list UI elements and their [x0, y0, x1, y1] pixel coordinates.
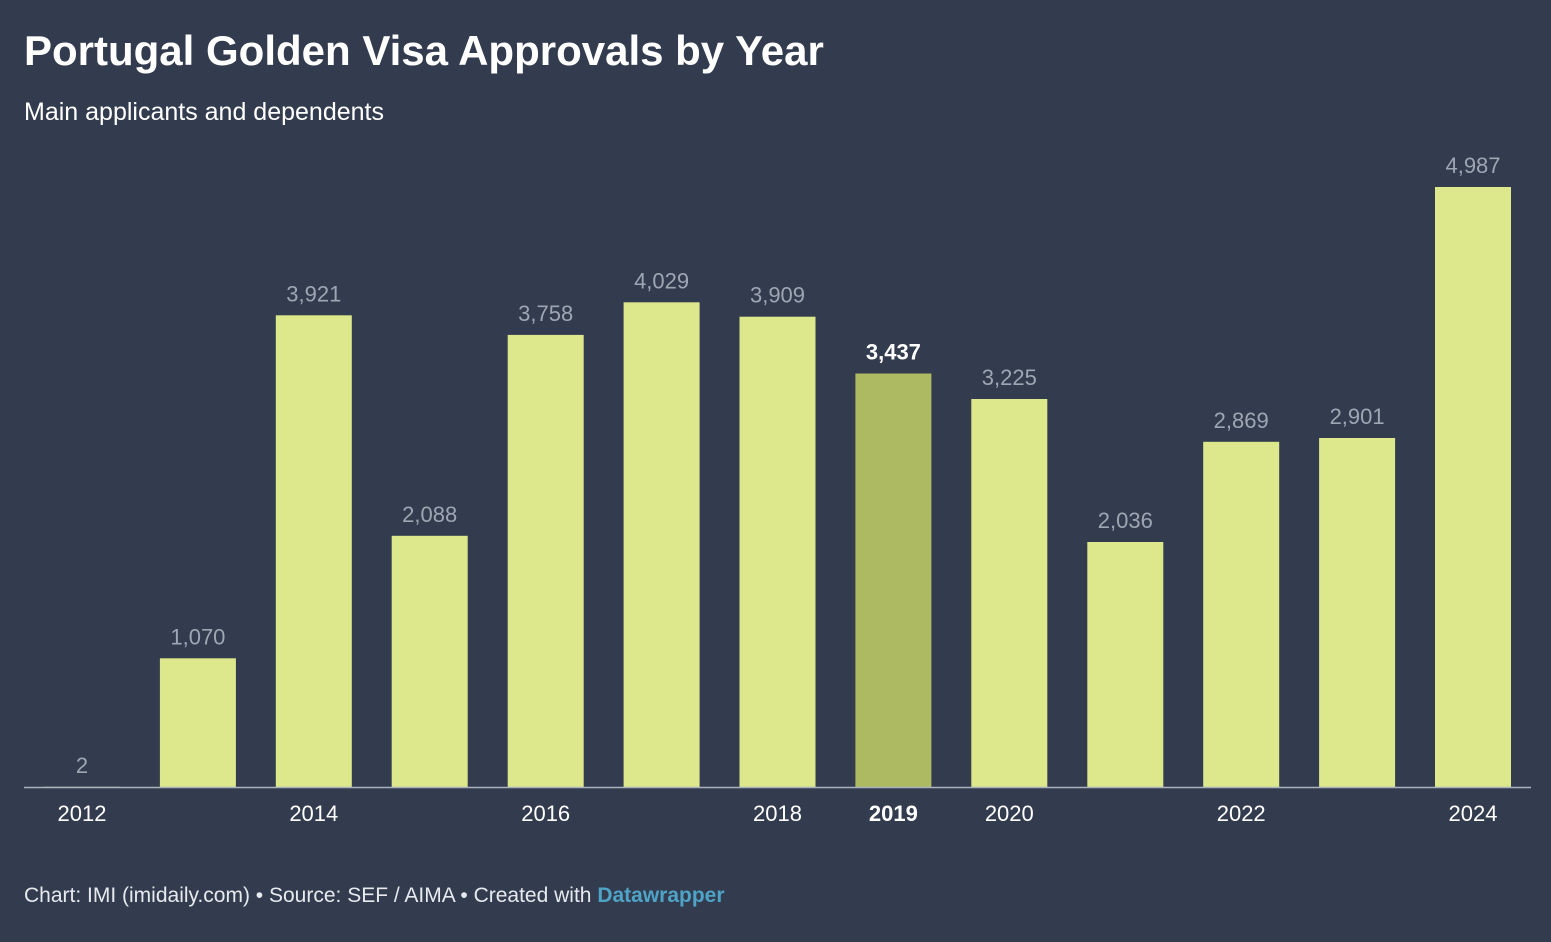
- bar-2017: [623, 302, 700, 787]
- value-label-2018: 3,909: [750, 283, 805, 308]
- bar-2022: [1203, 441, 1280, 787]
- bars-group: [44, 187, 1511, 787]
- x-tick-labels-group: 2012 2014 2016 2018 2019 2020 2022 2024: [58, 801, 1498, 826]
- value-labels-group: 2 1,070 3,921 2,088 3,758 4,029 3,909 3,437 3,22…: [76, 153, 1501, 778]
- bar-2014: [275, 315, 352, 787]
- value-label-2020: 3,225: [982, 365, 1037, 390]
- bar-2020: [971, 399, 1048, 787]
- datawrapper-link[interactable]: Datawrapper: [597, 884, 725, 907]
- x-tick-label-2014: 2014: [289, 801, 338, 826]
- chart-footer: Chart: IMI (imidaily.com) • Source: SEF …: [24, 882, 725, 910]
- value-label-2016: 3,758: [518, 301, 573, 326]
- value-label-2012: 2: [76, 753, 88, 778]
- bar-2021: [1087, 542, 1164, 787]
- value-label-2021: 2,036: [1098, 508, 1153, 533]
- bar-2013: [159, 658, 236, 787]
- value-label-2019: 3,437: [866, 340, 921, 365]
- chart-title: Portugal Golden Visa Approvals by Year: [24, 27, 824, 74]
- value-label-2024: 4,987: [1445, 153, 1500, 178]
- bar-2015: [391, 535, 468, 787]
- footer-credit: Chart: IMI (imidaily.com) • Source: SEF …: [24, 884, 598, 907]
- bar-2019: [855, 373, 932, 787]
- bar-2023: [1319, 438, 1396, 787]
- value-label-2023: 2,901: [1330, 404, 1385, 429]
- bar-2016: [507, 334, 584, 787]
- x-tick-label-2016: 2016: [521, 801, 570, 826]
- bar-2018: [739, 316, 816, 787]
- x-tick-label-2020: 2020: [985, 801, 1034, 826]
- x-tick-label-2018: 2018: [753, 801, 802, 826]
- bar-2024: [1435, 187, 1511, 787]
- value-label-2013: 1,070: [170, 624, 225, 649]
- x-tick-label-2022: 2022: [1217, 801, 1266, 826]
- value-label-2022: 2,869: [1214, 408, 1269, 433]
- x-tick-label-2012: 2012: [58, 801, 107, 826]
- value-label-2017: 4,029: [634, 268, 689, 293]
- chart-subtitle: Main applicants and dependents: [24, 98, 384, 126]
- x-tick-label-2024: 2024: [1449, 801, 1498, 826]
- value-label-2015: 2,088: [402, 502, 457, 527]
- x-tick-label-2019: 2019: [869, 801, 918, 826]
- value-label-2014: 3,921: [286, 281, 341, 306]
